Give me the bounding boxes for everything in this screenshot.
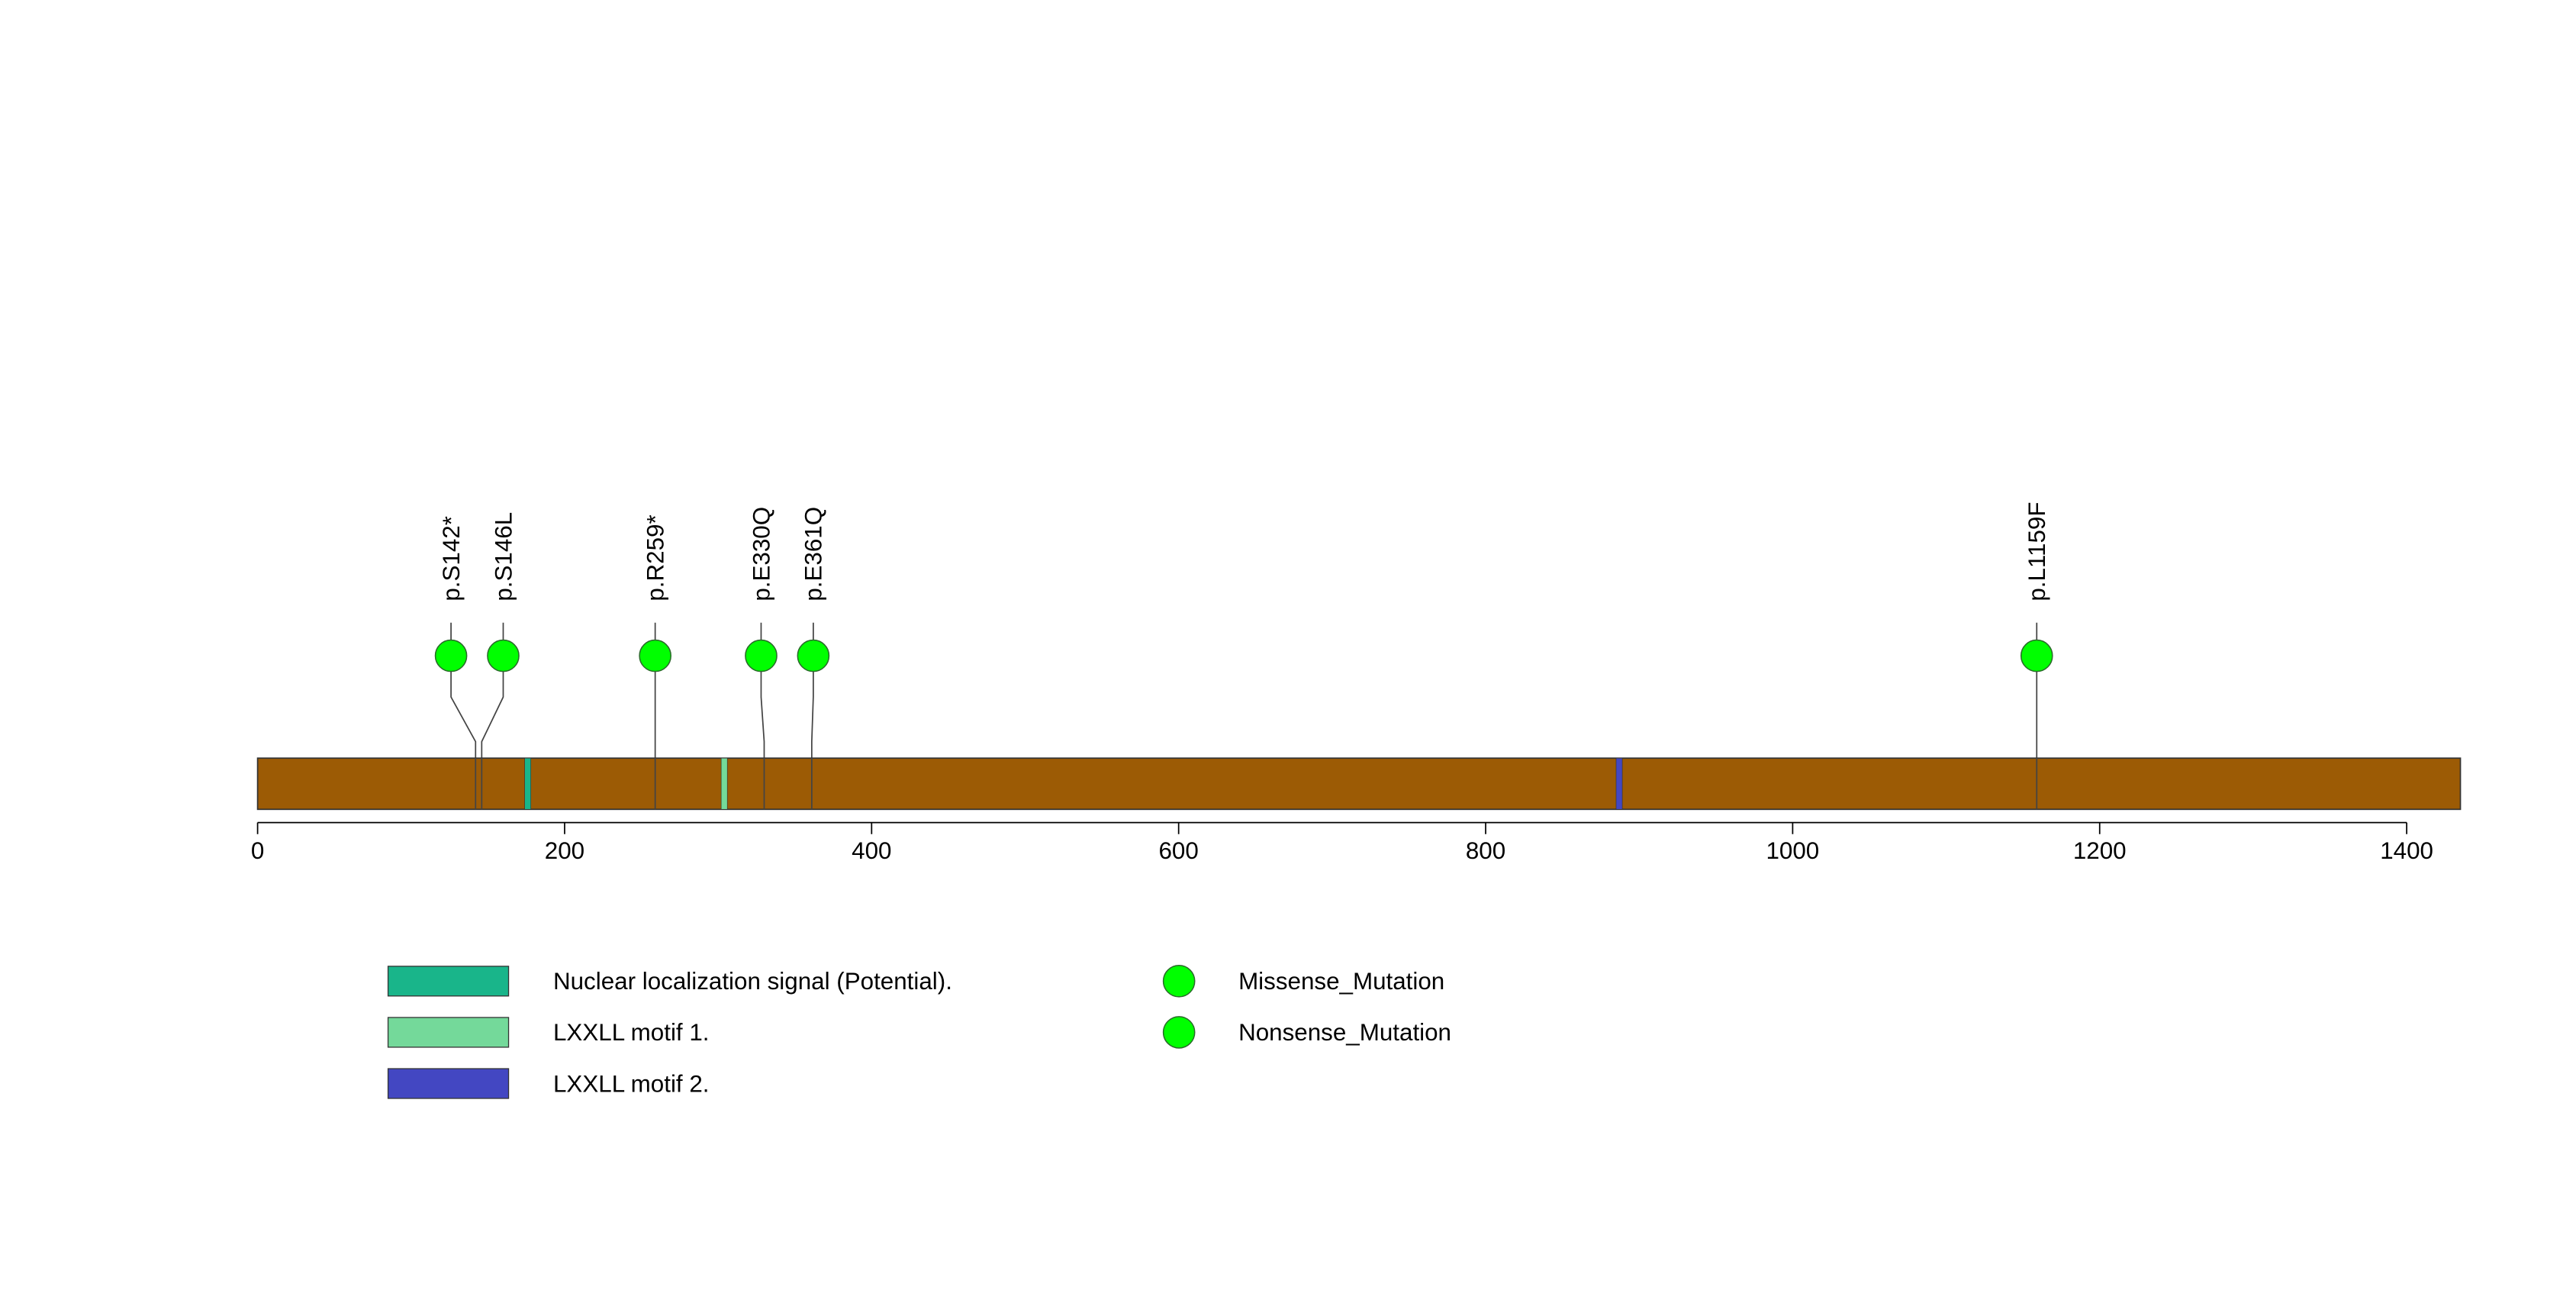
x-axis-tick-label: 1400 [2380,837,2433,864]
mutation-label: p.S142* [438,516,465,601]
legend-mutation-label: Nonsense_Mutation [1238,1019,1451,1046]
legend-domain-swatch [387,1068,510,1099]
mutation-marker [639,639,671,672]
domain-region [524,757,532,810]
mutation-markers: p.S142* p.S146L p.R259* p.E330Q p.E361Q p.L11… [434,501,2053,672]
x-axis-tick-label: 400 [852,837,891,864]
legend-domain-label: Nuclear localization signal (Potential). [553,968,952,995]
mutation-marker [797,639,830,672]
legend-domain-swatch [387,966,510,997]
legend-domain-swatch [387,1017,510,1048]
x-axis-tick-label: 800 [1466,837,1505,864]
mutation-marker [745,639,778,672]
mutation-marker [434,639,468,672]
domain-region [720,757,728,810]
mutation-label: p.R259* [642,514,668,601]
protein-backbone-group [256,757,2462,811]
mutation-label: p.E361Q [800,507,827,601]
legend-domain-label: LXXLL motif 2. [553,1070,710,1097]
mutation-marker [2020,639,2053,672]
mutation-label: p.L1159F [2024,501,2050,601]
domain-region [1615,757,1623,810]
x-axis-tick-label: 0 [251,837,264,864]
x-axis: 0 200 400 600 800 1000 1200 1400 [251,821,2433,864]
legend: Nuclear localization signal (Potential).… [387,965,1451,1099]
legend-domain-label: LXXLL motif 1. [553,1019,710,1046]
x-axis-tick-label: 200 [545,837,584,864]
protein-backbone [256,757,2462,811]
mutation-label: p.E330Q [748,507,774,601]
mutation-marker [487,639,520,672]
legend-mutation-label: Missense_Mutation [1238,968,1444,995]
legend-mutation-marker [1162,1016,1196,1049]
x-axis-tick-label: 1200 [2073,837,2127,864]
x-axis-tick-label: 1000 [1766,837,1820,864]
mutation-label: p.S146L [490,512,517,601]
x-axis-tick-label: 600 [1159,837,1199,864]
legend-mutation-marker [1162,965,1196,998]
